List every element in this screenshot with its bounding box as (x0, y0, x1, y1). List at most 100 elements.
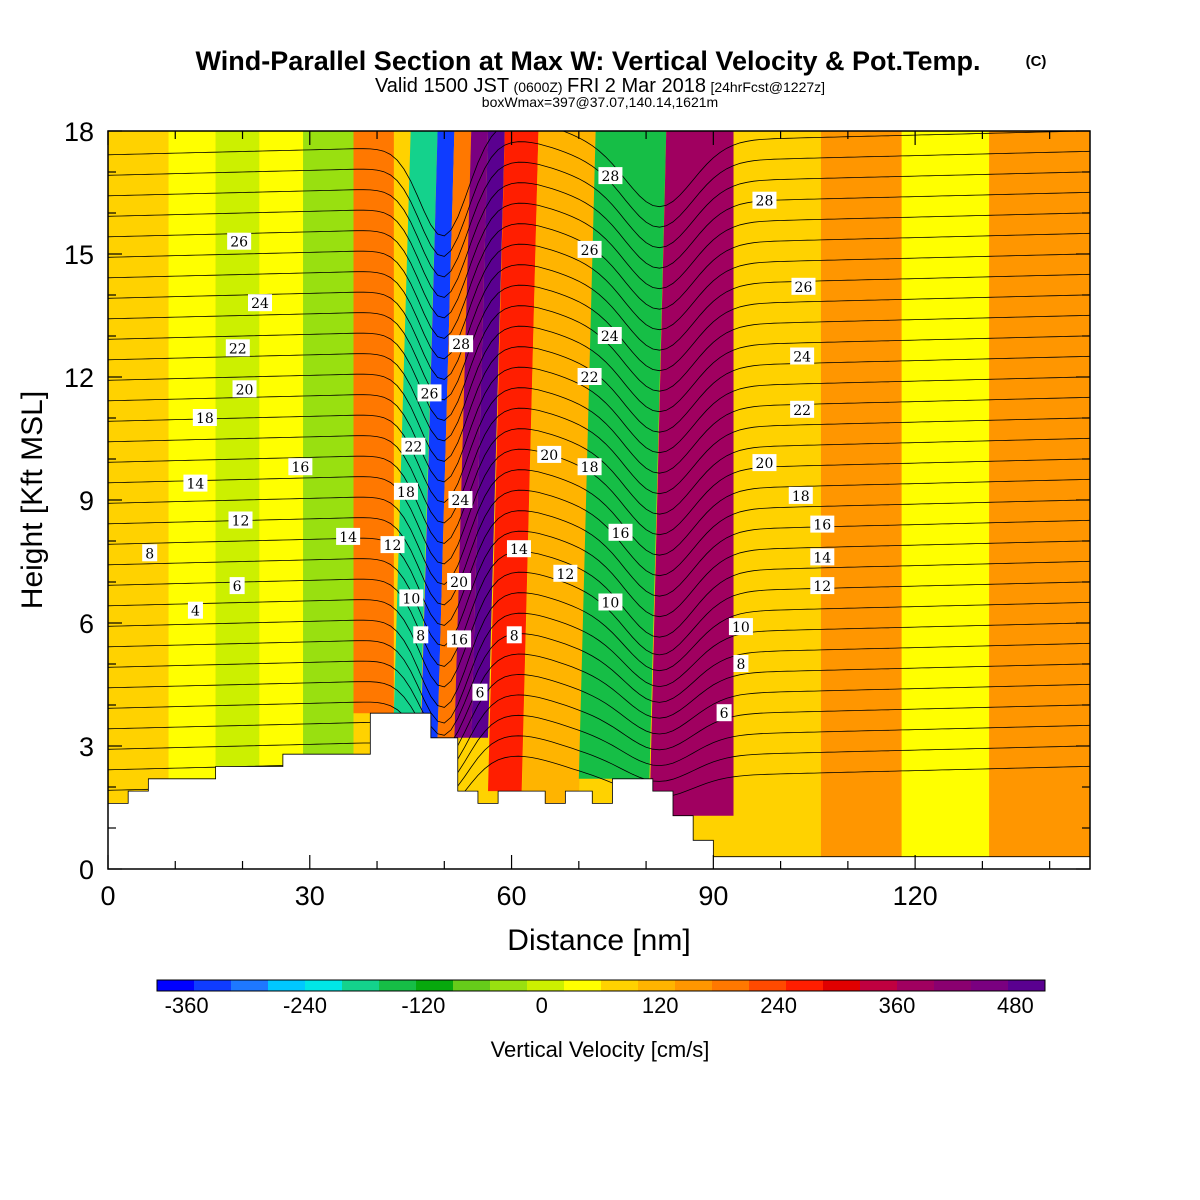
contour-label-box (791, 277, 816, 295)
contour-label-text: 22 (404, 440, 422, 456)
contour-label-text: 10 (732, 620, 750, 636)
box-wmax-line: boxWmax=397@37.07,140.14,1621m (482, 94, 718, 110)
contour-label: 20 (537, 445, 562, 464)
contour-label-box (192, 409, 217, 426)
contour-label-text: 28 (602, 169, 620, 185)
colorbar-frame (156, 979, 1046, 992)
contour-label-text: 4 (191, 604, 200, 620)
x-axis: 0 30 60 90 120 (100, 131, 1051, 911)
colorbar-tick-label: -240 (283, 993, 327, 1018)
colorbar-tick-label: 360 (879, 993, 916, 1018)
isentrope-line (108, 366, 1090, 483)
x-tick-label: 60 (497, 881, 527, 911)
y-tick-label: 6 (79, 609, 94, 639)
colorbar-tick-label: 480 (997, 993, 1034, 1018)
contour-label: 26 (417, 384, 442, 402)
contour-label-box (810, 577, 835, 595)
contour-label-box (399, 589, 424, 607)
isentrope-line (108, 612, 1090, 724)
contour-label-text: 28 (452, 337, 470, 353)
contour-label-box (472, 683, 488, 701)
colorbar-swatch (934, 980, 972, 991)
contour-label: 22 (225, 339, 250, 357)
y-tick-label: 12 (64, 363, 94, 393)
contour-label-text: 10 (402, 591, 420, 607)
colorbar-swatch (268, 980, 306, 991)
contour-label: 18 (192, 409, 217, 427)
contour-label: 26 (577, 240, 602, 259)
subtitle-utc: (0600Z) (514, 79, 563, 95)
isentrope-line (108, 653, 1090, 749)
contour-label-box (232, 380, 257, 398)
contour-label: 28 (449, 335, 474, 353)
colorbar-tick-label: -120 (401, 993, 445, 1018)
potential-temperature-contours (108, 131, 1090, 811)
contour-label-text: 14 (813, 550, 831, 566)
velocity-band (989, 131, 1090, 857)
contour-label: 6 (229, 577, 245, 595)
colorbar-swatch (749, 980, 787, 991)
velocity-band (303, 131, 354, 804)
colorbar: -360 -240 -120 0 120 240 360 480 (156, 979, 1046, 1018)
contour-label: 18 (788, 486, 813, 505)
contour-label: 20 (752, 454, 777, 472)
contour-label-text: 24 (601, 329, 619, 345)
contour-label-box (716, 704, 732, 722)
terrain-mask (107, 712, 1091, 870)
contour-label: 12 (553, 564, 578, 583)
y-tick-label: 3 (79, 732, 94, 762)
contour-label-text: 8 (145, 546, 154, 562)
y-axis: 0 3 6 9 12 15 18 (64, 117, 1090, 885)
contour-label: 14 (810, 548, 835, 566)
contour-label-box (810, 515, 835, 533)
contour-label: 26 (227, 232, 252, 251)
contour-label-box (448, 491, 473, 508)
isentrope-line (108, 469, 1090, 585)
colorbar-swatch (379, 980, 417, 991)
velocity-band (168, 131, 216, 804)
contour-label-box (506, 540, 531, 558)
contour-label: 22 (790, 400, 815, 419)
isentrope-line (108, 714, 1090, 785)
colorbar-swatch (305, 980, 343, 991)
colorbar-label: Vertical Velocity [cm/s] (491, 1037, 710, 1062)
isentrope-line (108, 202, 1090, 319)
velocity-band (215, 131, 260, 804)
colorbar-tick-label: 0 (536, 993, 548, 1018)
colorbar-tick-label: 120 (642, 993, 679, 1018)
isentrope-line (108, 182, 1090, 298)
velocity-band (820, 131, 902, 857)
contour-label-text: 24 (793, 350, 811, 366)
contour-label: 12 (228, 511, 253, 530)
contour-label-text: 8 (736, 657, 745, 673)
contour-label-text: 16 (813, 518, 831, 534)
contour-label-text: 26 (230, 235, 248, 251)
colorbar-swatch (490, 980, 528, 991)
contour-label: 16 (447, 630, 472, 648)
colorbar-swatch (860, 980, 898, 991)
contour-label: 8 (506, 626, 522, 644)
contour-label-box (733, 655, 749, 672)
contour-label: 12 (380, 536, 405, 554)
velocity-band (901, 131, 990, 857)
chart-title-mark: (C) (1026, 53, 1047, 70)
x-axis-label: Distance [nm] (507, 924, 690, 957)
subtitle-forecast: [24hrFcst@1227z] (710, 79, 825, 95)
contour-label-box (187, 601, 203, 619)
contour-label-text: 20 (540, 448, 558, 464)
contour-label-box (790, 347, 815, 365)
colorbar-swatch (453, 980, 491, 991)
contour-label-box (577, 368, 602, 385)
contour-label-text: 12 (232, 514, 250, 530)
colorbar-swatch (675, 980, 713, 991)
colorbar-tick-label: 240 (760, 993, 797, 1018)
contour-label: 16 (288, 458, 313, 476)
colorbar-swatch (971, 980, 1009, 991)
y-axis-label: Height [Kft MSL] (16, 391, 49, 609)
contour-label-box (183, 474, 208, 492)
colorbar-swatch (712, 980, 750, 991)
colorbar-swatch (416, 980, 454, 991)
contour-label-box (597, 327, 622, 344)
subtitle-valid: Valid 1500 JST (375, 75, 509, 97)
